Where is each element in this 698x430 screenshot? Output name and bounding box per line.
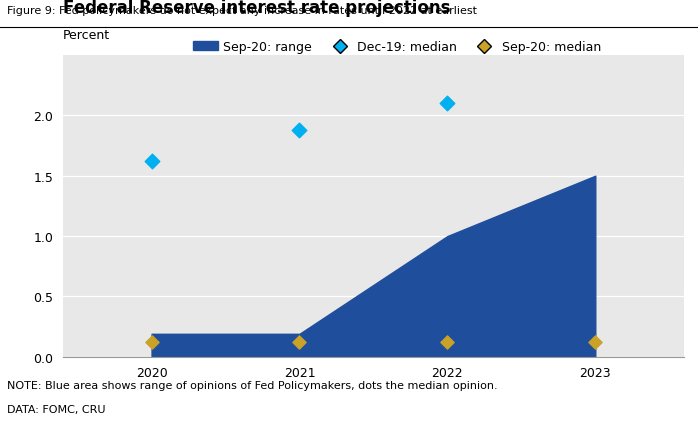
Text: NOTE: Blue area shows range of opinions of Fed Policymakers, dots the median opi: NOTE: Blue area shows range of opinions …	[7, 381, 498, 390]
Point	[146, 338, 157, 345]
Text: Figure 9: Fed policymakers do not expect any increase in rates until 2022 at ear: Figure 9: Fed policymakers do not expect…	[7, 6, 477, 16]
Text: Federal Reserve interest rate projections: Federal Reserve interest rate projection…	[63, 0, 450, 17]
Legend: Sep-20: range, Dec-19: median, Sep-20: median: Sep-20: range, Dec-19: median, Sep-20: m…	[193, 41, 601, 54]
Point	[442, 338, 453, 345]
Point	[294, 128, 305, 135]
Point	[146, 158, 157, 165]
Text: DATA: FOMC, CRU: DATA: FOMC, CRU	[7, 404, 105, 414]
Point	[442, 101, 453, 108]
Point	[294, 338, 305, 345]
Point	[590, 338, 601, 345]
Text: Percent: Percent	[63, 29, 110, 43]
